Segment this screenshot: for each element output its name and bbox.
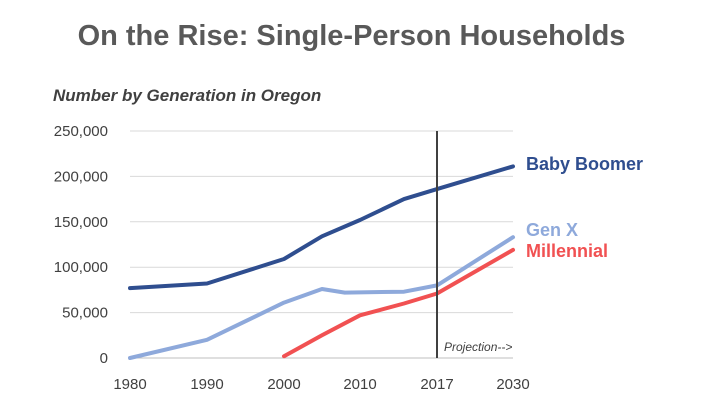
x-axis-ticks: 1980 1990 2000 2010 2017 2030	[113, 376, 529, 393]
chart-title: On the Rise: Single-Person Households	[77, 20, 626, 52]
y-axis-ticks: 0 50,000 100,000 150,000 200,000 250,000	[54, 123, 108, 367]
projection-marker: Projection-->	[436, 131, 512, 358]
series-label-gen-x: Gen X	[526, 220, 578, 240]
projection-annotation: Projection-->	[444, 340, 512, 354]
x-tick-label: 2030	[496, 376, 529, 393]
x-tick-label: 2017	[420, 376, 453, 393]
series-lines	[128, 164, 515, 360]
x-tick-label: 1990	[190, 376, 223, 393]
y-tick-label: 50,000	[62, 305, 108, 322]
y-tick-label: 150,000	[54, 214, 108, 231]
y-tick-label: 200,000	[54, 168, 108, 185]
y-tick-label: 100,000	[54, 259, 108, 276]
x-tick-label: 1980	[113, 376, 146, 393]
series-line-millennial	[282, 247, 515, 359]
series-label-millennial: Millennial	[526, 241, 608, 261]
y-tick-label: 0	[100, 350, 108, 367]
chart-subtitle: Number by Generation in Oregon	[53, 86, 322, 105]
gridlines	[130, 130, 513, 359]
series-line-gen-x	[128, 235, 515, 360]
series-label-baby-boomer: Baby Boomer	[526, 154, 643, 174]
series-line-baby-boomer	[128, 164, 515, 291]
x-tick-label: 2010	[343, 376, 376, 393]
x-tick-label: 2000	[267, 376, 300, 393]
y-tick-label: 250,000	[54, 123, 108, 140]
